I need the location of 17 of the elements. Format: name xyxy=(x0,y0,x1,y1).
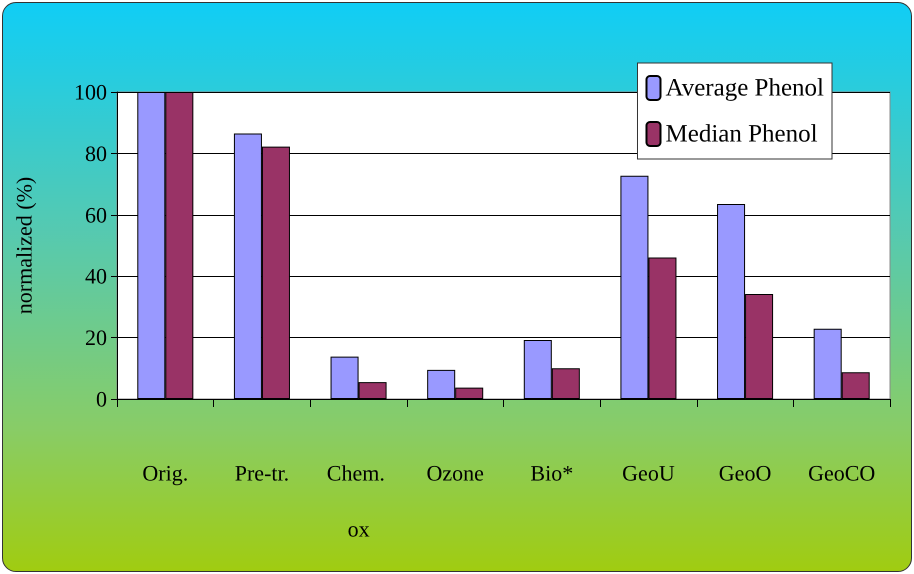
x-tick-label: GeoU xyxy=(622,460,675,486)
y-tick-label: 20 xyxy=(85,325,107,350)
x-tick-label: Pre-tr. xyxy=(234,460,290,486)
y-tick-label: 100 xyxy=(74,80,107,104)
y-tick-label: 0 xyxy=(96,386,107,412)
x-tick-label: Bio* xyxy=(530,460,574,486)
legend-label: Average Phenol xyxy=(665,74,824,102)
y-tick-label: 40 xyxy=(85,264,107,289)
x-tick-label: Orig. xyxy=(142,460,188,486)
y-tick-label: 60 xyxy=(85,202,107,228)
legend-label: Median Phenol xyxy=(665,120,818,148)
y-axis-title: normalized (%) xyxy=(12,176,36,314)
x-tick-label: GeoCO xyxy=(808,460,876,486)
x-tick-label: Ozone xyxy=(426,460,484,486)
x-tick-label: GeoO xyxy=(718,460,772,486)
y-tick-label: 80 xyxy=(85,140,107,166)
category-label: Chem. ox xyxy=(326,460,385,542)
